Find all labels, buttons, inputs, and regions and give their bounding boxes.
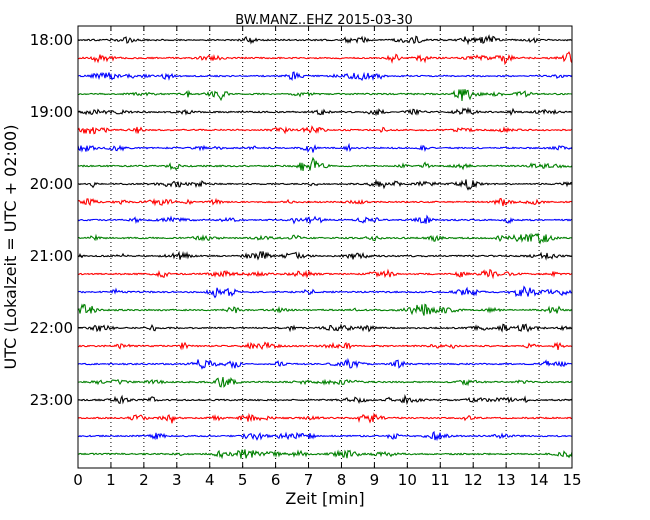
seismogram-trace bbox=[77, 51, 573, 66]
x-tick-label: 2 bbox=[139, 471, 149, 489]
seismogram-trace bbox=[77, 412, 573, 424]
seismogram-trace bbox=[77, 268, 573, 280]
x-tick-label: 10 bbox=[398, 471, 417, 489]
seismogram-trace bbox=[77, 285, 573, 299]
seismogram-trace bbox=[77, 232, 573, 245]
y-tick-label: 21:00 bbox=[30, 247, 73, 265]
seismogram-trace bbox=[77, 178, 573, 191]
trace-group bbox=[77, 34, 573, 460]
seismogram-trace bbox=[77, 357, 573, 370]
x-tick-label: 11 bbox=[431, 471, 450, 489]
x-tick-label: 1 bbox=[106, 471, 116, 489]
plot-frame bbox=[77, 25, 573, 469]
x-tick-label: 5 bbox=[238, 471, 248, 489]
y-tick-label: 23:00 bbox=[30, 391, 73, 409]
seismogram-trace bbox=[77, 430, 573, 442]
seismogram-trace bbox=[77, 214, 573, 225]
chart-title: BW.MANZ..EHZ 2015-03-30 bbox=[235, 13, 413, 28]
x-tick-label: 0 bbox=[73, 471, 83, 489]
x-tick-label: 8 bbox=[337, 471, 347, 489]
x-tick-label: 4 bbox=[205, 471, 215, 489]
seismogram-trace bbox=[77, 125, 573, 135]
seismogram-trace bbox=[77, 89, 573, 102]
x-tick-label: 3 bbox=[172, 471, 182, 489]
seismogram-trace bbox=[77, 156, 573, 171]
x-tick-label: 6 bbox=[271, 471, 281, 489]
seismogram-trace bbox=[77, 341, 573, 351]
y-axis-label: UTC (Lokalzeit = UTC + 02:00) bbox=[1, 125, 20, 370]
seismogram-trace bbox=[77, 394, 573, 406]
x-tick-label: 12 bbox=[464, 471, 483, 489]
x-tick-label: 13 bbox=[497, 471, 516, 489]
seismogram-trace bbox=[77, 197, 573, 207]
seismogram-trace bbox=[77, 250, 573, 261]
seismogram-trace bbox=[77, 71, 573, 82]
seismogram-trace bbox=[77, 142, 573, 153]
x-tick-label: 7 bbox=[304, 471, 314, 489]
x-axis-ticks: 0 1 2 3 4 5 6 7 8 9 10 11 12 13 14 15 bbox=[73, 26, 582, 489]
y-tick-label: 19:00 bbox=[30, 103, 73, 121]
seismogram-trace bbox=[77, 303, 573, 316]
y-tick-label: 18:00 bbox=[30, 31, 73, 49]
x-tick-label: 14 bbox=[530, 471, 549, 489]
seismogram-trace bbox=[77, 449, 573, 460]
y-tick-label: 20:00 bbox=[30, 175, 73, 193]
x-tick-label: 15 bbox=[562, 471, 581, 489]
y-tick-label: 22:00 bbox=[30, 319, 73, 337]
x-axis-label: Zeit [min] bbox=[285, 489, 364, 508]
seismogram-trace bbox=[77, 376, 573, 388]
seismogram-trace bbox=[77, 323, 573, 333]
y-axis-ticks: 18:00 19:00 20:00 21:00 22:00 23:00 bbox=[30, 31, 572, 409]
x-tick-label: 9 bbox=[370, 471, 380, 489]
seismogram-trace bbox=[77, 34, 573, 46]
seismogram-trace bbox=[77, 106, 573, 117]
grid-lines bbox=[110, 26, 540, 468]
